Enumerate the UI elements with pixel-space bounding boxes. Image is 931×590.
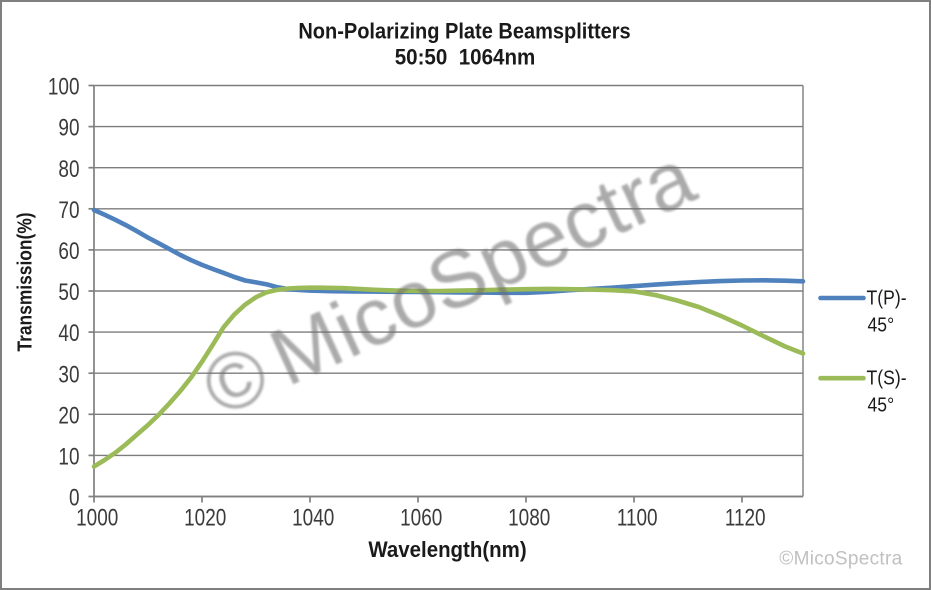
- svg-text:T(P)-: T(P)-: [867, 286, 907, 308]
- svg-text:1100: 1100: [617, 503, 658, 531]
- svg-text:10: 10: [58, 442, 79, 470]
- svg-text:30: 30: [58, 360, 79, 388]
- svg-text:45°: 45°: [868, 313, 895, 335]
- svg-text:Transmission(%): Transmission(%): [13, 212, 35, 351]
- svg-text:80: 80: [58, 155, 79, 183]
- svg-text:50:50 1064nm: 50:50 1064nm: [395, 45, 536, 70]
- svg-text:0: 0: [69, 483, 80, 511]
- svg-text:T(S)-: T(S)-: [867, 366, 907, 388]
- svg-text:50: 50: [58, 278, 79, 306]
- svg-text:20: 20: [58, 401, 79, 429]
- svg-text:1000: 1000: [76, 503, 118, 531]
- svg-text:Wavelength(nm): Wavelength(nm): [368, 537, 526, 562]
- svg-text:40: 40: [58, 319, 79, 347]
- svg-text:60: 60: [58, 237, 79, 265]
- svg-text:1120: 1120: [725, 503, 766, 531]
- svg-text:70: 70: [58, 196, 79, 224]
- svg-text:1020: 1020: [184, 503, 226, 531]
- svg-text:1080: 1080: [508, 503, 550, 531]
- svg-text:1060: 1060: [400, 503, 442, 531]
- svg-text:100: 100: [48, 72, 80, 100]
- svg-text:Non-Polarizing Plate Beamsplit: Non-Polarizing Plate Beamsplitters: [298, 19, 630, 43]
- svg-text:©MicoSpectra: ©MicoSpectra: [779, 549, 902, 570]
- svg-text:1040: 1040: [292, 503, 334, 531]
- svg-text:45°: 45°: [868, 393, 895, 415]
- svg-text:90: 90: [58, 114, 79, 142]
